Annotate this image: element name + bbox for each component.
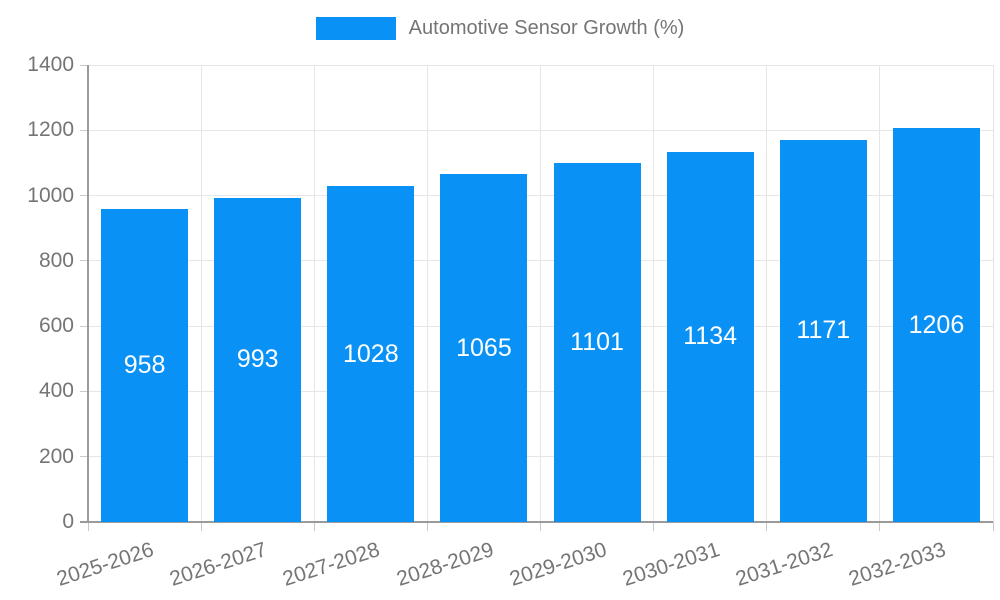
- x-axis-label: 2026-2027: [167, 538, 270, 591]
- y-axis-label: 400: [38, 379, 74, 403]
- tick-mark: [313, 522, 315, 531]
- y-axis-label: 1200: [27, 118, 74, 142]
- tick-mark: [766, 522, 768, 531]
- bar[interactable]: 1065: [440, 174, 528, 522]
- tick-mark: [540, 522, 541, 531]
- gridline: [766, 65, 768, 522]
- tick-mark: [80, 64, 88, 66]
- x-axis-label: 2030-2031: [619, 538, 723, 591]
- bar-value-label: 1134: [683, 322, 738, 351]
- legend-label: Automotive Sensor Growth (%): [408, 17, 685, 39]
- x-axis-label: 2025-2026: [54, 538, 157, 591]
- bar-value-label: 958: [123, 351, 166, 380]
- legend-swatch: [315, 17, 396, 40]
- tick-mark: [879, 522, 881, 531]
- y-axis-label: 200: [38, 444, 74, 468]
- bar[interactable]: 1101: [553, 162, 641, 522]
- gridline: [653, 65, 655, 522]
- tick-mark: [80, 325, 88, 327]
- gridline: [540, 65, 541, 522]
- tick-mark: [426, 522, 428, 531]
- x-axis-line: [80, 521, 993, 523]
- gridline: [992, 65, 994, 522]
- tick-mark: [200, 522, 202, 531]
- gridline: [313, 65, 315, 522]
- bar[interactable]: 1134: [666, 151, 754, 522]
- y-axis-label: 1400: [27, 53, 74, 76]
- chart-legend-item[interactable]: Automotive Sensor Growth (%): [0, 17, 1000, 40]
- bar[interactable]: 1028: [327, 186, 415, 522]
- y-axis-label: 1000: [27, 183, 74, 207]
- x-axis-label: 2027-2028: [280, 538, 383, 591]
- tick-mark: [80, 195, 88, 197]
- bar[interactable]: 1171: [779, 139, 867, 522]
- bar-value-label: 1171: [796, 316, 851, 345]
- bar[interactable]: 993: [214, 197, 302, 522]
- gridline: [879, 65, 881, 522]
- tick-mark: [87, 522, 89, 531]
- tick-mark: [80, 260, 88, 262]
- gridline: [200, 65, 202, 522]
- bar[interactable]: 958: [101, 209, 189, 522]
- x-axis-label: 2029-2030: [506, 538, 610, 591]
- x-axis-label: 2028-2029: [393, 538, 497, 591]
- bar[interactable]: 1206: [892, 128, 980, 522]
- bar-value-label: 1065: [456, 333, 512, 362]
- tick-mark: [80, 129, 88, 131]
- tick-mark: [80, 390, 88, 392]
- x-axis-label: 2032-2033: [845, 538, 949, 591]
- x-axis-label: 2031-2032: [732, 538, 836, 591]
- tick-mark: [653, 522, 655, 531]
- tick-mark: [992, 522, 994, 531]
- gridline: [426, 65, 428, 522]
- y-axis-label: 0: [62, 510, 74, 533]
- tick-mark: [80, 456, 88, 458]
- bar-value-label: 1206: [908, 310, 965, 339]
- plot-area: 0 200 400 600 800 1000 1200 1400 958 993 1028 1065 1…: [27, 53, 994, 591]
- bar-value-label: 993: [236, 345, 279, 374]
- y-axis-label: 800: [38, 248, 74, 272]
- bar-value-label: 1028: [343, 339, 399, 368]
- y-axis-label: 600: [38, 314, 74, 338]
- bar-value-label: 1101: [570, 327, 624, 356]
- y-axis-line: [87, 65, 89, 522]
